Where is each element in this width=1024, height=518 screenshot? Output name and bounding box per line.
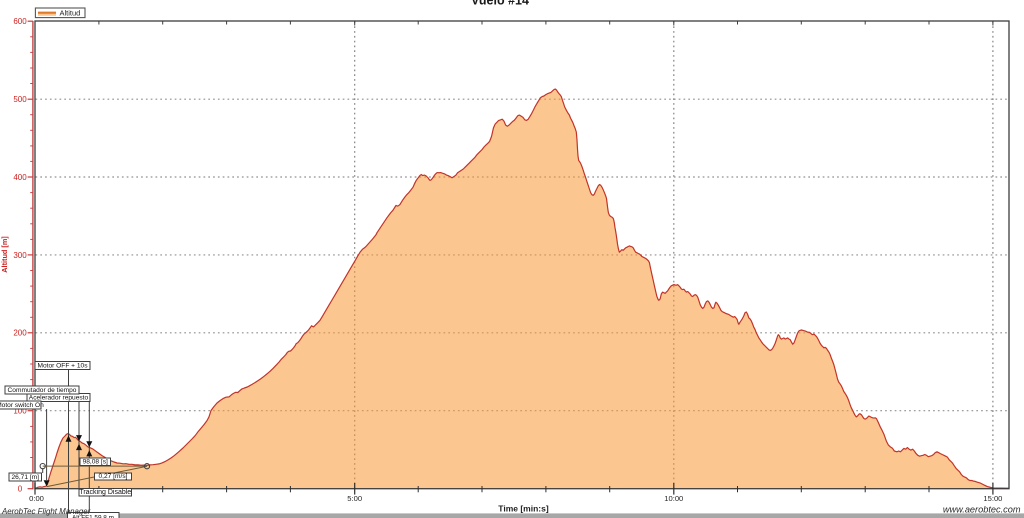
svg-text:600: 600 bbox=[13, 17, 27, 26]
svg-text:Commutador de tiempo: Commutador de tiempo bbox=[8, 387, 77, 394]
svg-text:26,71 [m]: 26,71 [m] bbox=[12, 474, 40, 481]
svg-text:300: 300 bbox=[13, 251, 27, 260]
svg-text:Time [min:s]: Time [min:s] bbox=[498, 504, 549, 514]
svg-text:Altitud: Altitud bbox=[60, 9, 81, 18]
svg-text:Motor OFF + 10s: Motor OFF + 10s bbox=[37, 363, 88, 370]
svg-text:Acelerador repuesto: Acelerador repuesto bbox=[29, 395, 89, 402]
svg-text:200: 200 bbox=[13, 329, 27, 338]
svg-text:500: 500 bbox=[13, 95, 27, 104]
svg-text:www.aerobtec.com: www.aerobtec.com bbox=[943, 505, 1021, 515]
svg-text:Motor switch On: Motor switch On bbox=[0, 402, 44, 409]
svg-text:100: 100 bbox=[13, 407, 27, 416]
svg-text:Altitud [m]: Altitud [m] bbox=[0, 236, 9, 273]
svg-text:Tracking Disable: Tracking Disable bbox=[79, 489, 131, 496]
svg-text:15:00: 15:00 bbox=[983, 494, 1002, 503]
svg-text:AerobTec Flight Manager: AerobTec Flight Manager bbox=[1, 507, 91, 516]
svg-text:400: 400 bbox=[13, 173, 27, 182]
svg-text:0:00: 0:00 bbox=[29, 494, 44, 503]
svg-text:Vuelo #14: Vuelo #14 bbox=[471, 0, 529, 8]
svg-text:Alt FF1 59,8 m: Alt FF1 59,8 m bbox=[72, 515, 114, 518]
svg-text:0,27 [m/s]: 0,27 [m/s] bbox=[99, 473, 128, 480]
svg-text:98,08 [s]: 98,08 [s] bbox=[83, 459, 108, 466]
svg-text:10:00: 10:00 bbox=[664, 494, 683, 503]
svg-text:5:00: 5:00 bbox=[347, 494, 362, 503]
svg-text:0: 0 bbox=[18, 485, 23, 494]
